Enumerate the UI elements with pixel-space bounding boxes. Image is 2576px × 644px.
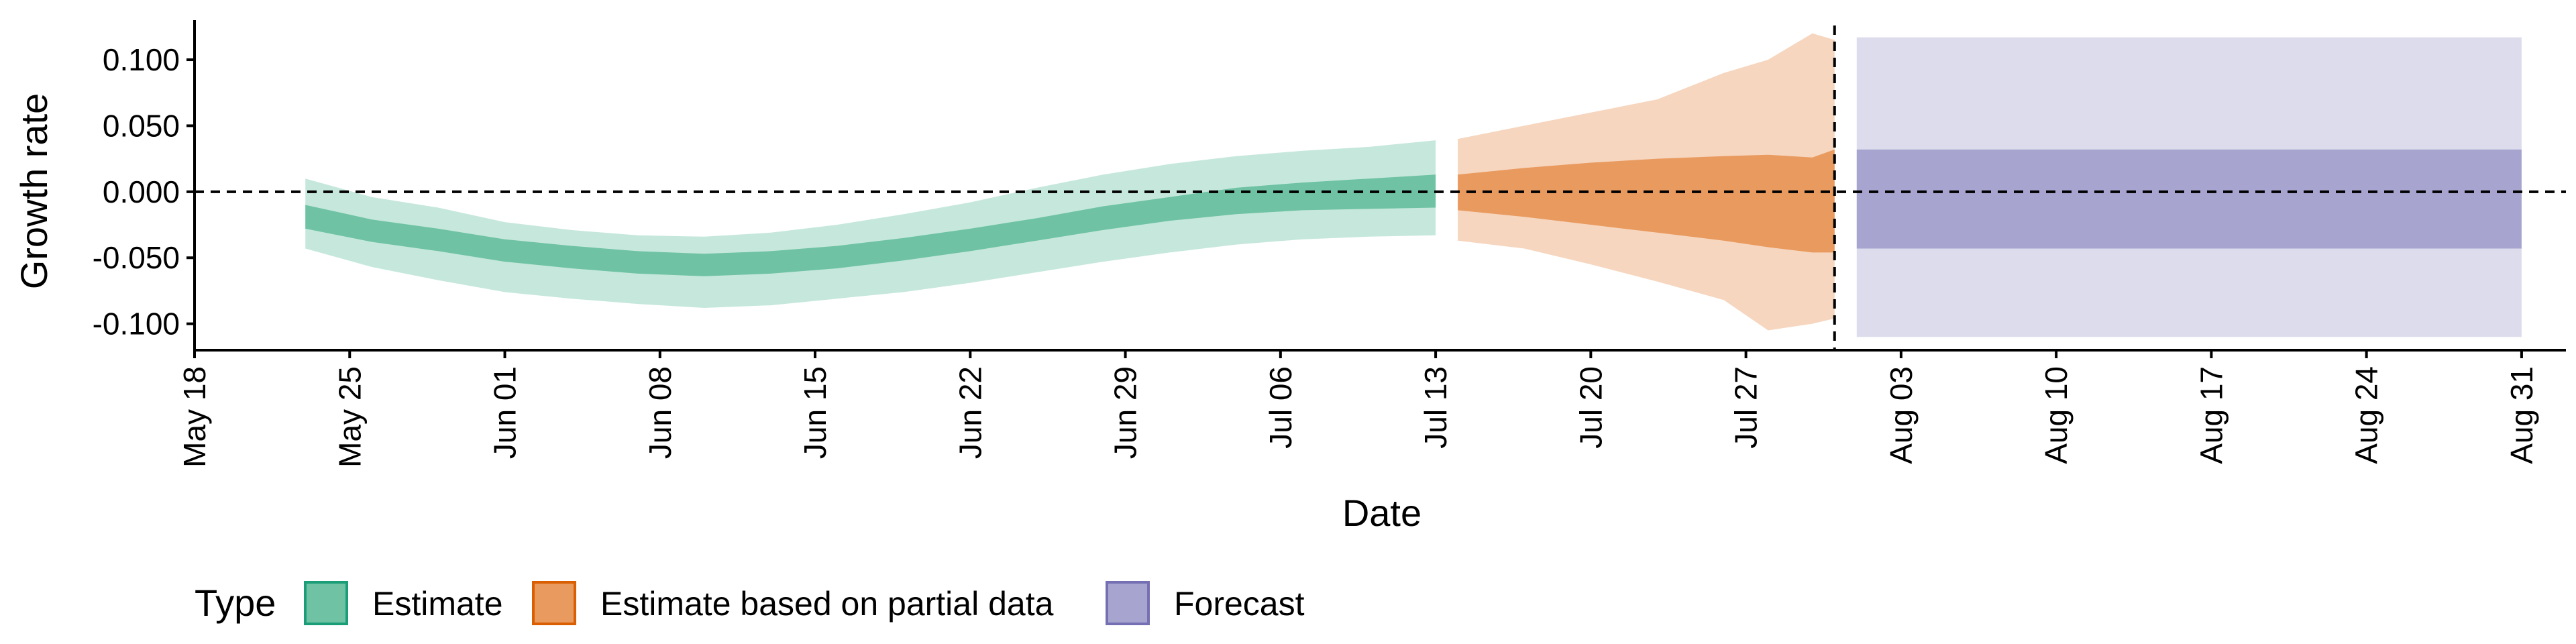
legend-label: Estimate based on partial data bbox=[600, 585, 1054, 623]
x-tick-label: Jul 27 bbox=[1729, 366, 1764, 449]
y-axis-title: Growth rate bbox=[13, 93, 55, 290]
x-tick-label: Jul 06 bbox=[1263, 366, 1298, 449]
x-tick-label: Jun 01 bbox=[488, 366, 523, 459]
legend-swatch bbox=[1106, 581, 1150, 625]
estimate-inner-band bbox=[305, 174, 1436, 276]
axis-labels: Growth rate Date bbox=[13, 93, 1421, 534]
x-tick-label: Jun 08 bbox=[643, 366, 678, 459]
y-tick-label: 0.050 bbox=[103, 108, 180, 143]
x-tick-label: Aug 03 bbox=[1884, 366, 1919, 464]
y-tick-label: -0.050 bbox=[93, 240, 180, 275]
y-tick-label: -0.100 bbox=[93, 307, 180, 341]
bands-layer bbox=[305, 33, 2522, 337]
legend-title: Type bbox=[195, 582, 276, 624]
x-tick-label: May 25 bbox=[332, 366, 367, 468]
legend-swatch bbox=[532, 581, 576, 625]
y-tick-label: 0.000 bbox=[103, 174, 180, 209]
legend-label: Estimate bbox=[372, 585, 503, 623]
reference-lines bbox=[195, 25, 2566, 350]
legend-label: Forecast bbox=[1174, 585, 1305, 623]
x-tick-label: Aug 10 bbox=[2039, 366, 2074, 464]
x-tick-label: Aug 24 bbox=[2349, 366, 2384, 464]
legend-swatch bbox=[304, 581, 348, 625]
estimate-outer-band bbox=[305, 140, 1436, 308]
forecast-inner-band bbox=[1856, 149, 2522, 249]
legend: Type Estimate Estimate based on partial d… bbox=[195, 581, 1305, 625]
x-tick-label: Jul 13 bbox=[1418, 366, 1453, 449]
y-tick-label: 0.100 bbox=[103, 42, 180, 77]
x-tick-label: Jun 29 bbox=[1108, 366, 1143, 459]
estimate-based-on-partial-data-inner-band bbox=[1458, 149, 1835, 253]
x-tick-label: Jun 15 bbox=[798, 366, 833, 459]
x-tick-label: May 18 bbox=[177, 366, 212, 468]
axes: 0.100 0.050 0.000 -0.050 -0.100 May 18 May 25 J… bbox=[93, 20, 2566, 468]
x-axis-title: Date bbox=[1342, 492, 1421, 534]
x-tick-label: Jul 20 bbox=[1573, 366, 1608, 449]
x-tick-label: Jun 22 bbox=[953, 366, 987, 459]
x-tick-label: Aug 17 bbox=[2194, 366, 2229, 464]
x-tick-label: Aug 31 bbox=[2504, 366, 2539, 464]
